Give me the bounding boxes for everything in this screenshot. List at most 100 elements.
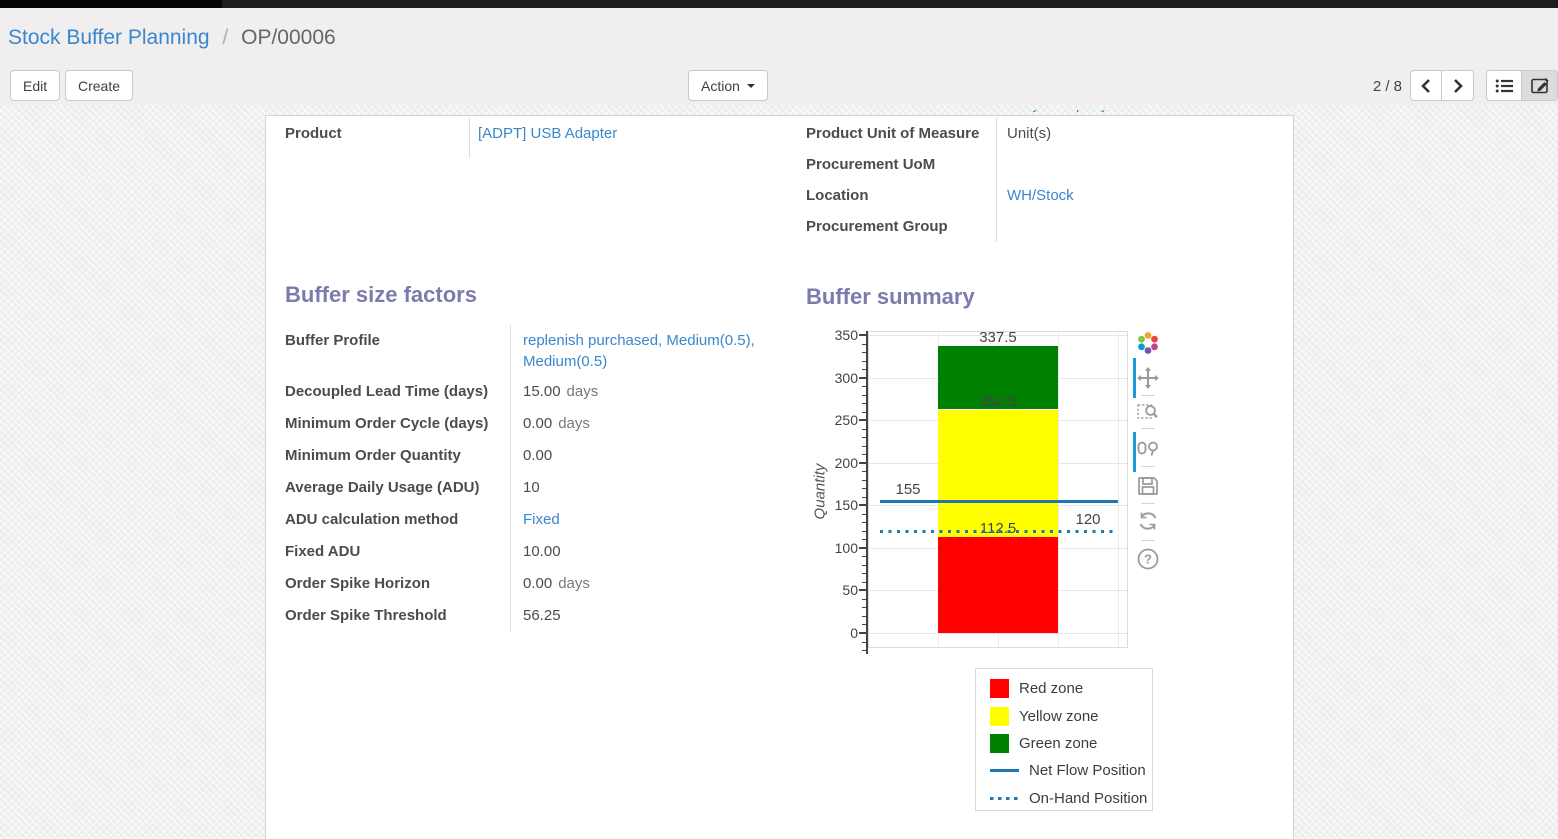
field-value: 0.00 days xyxy=(511,568,779,600)
y-minor-tick xyxy=(862,650,867,652)
field-value-link[interactable]: [ADPT] USB Adapter xyxy=(478,125,618,142)
action-dropdown-button[interactable]: Action xyxy=(688,70,768,101)
field-row: Order Spike Horizon 0.00 days xyxy=(285,568,790,600)
y-minor-tick xyxy=(862,615,867,617)
field-value: [ADPT] USB Adapter xyxy=(470,118,617,158)
legend-item[interactable]: Red zone xyxy=(990,675,1152,702)
y-tick-label: 150 xyxy=(834,497,858,514)
buffer-size-factors-title: Buffer size factors xyxy=(285,282,477,307)
field-value-text: 10 xyxy=(523,479,540,496)
help-icon[interactable]: ? xyxy=(1136,547,1160,571)
field-value-link[interactable]: Fixed xyxy=(523,511,560,528)
field-value: Fixed xyxy=(511,504,779,536)
y-minor-tick xyxy=(862,522,867,524)
y-minor-tick xyxy=(862,428,867,430)
legend-label: On-Hand Position xyxy=(1029,789,1148,807)
y-minor-tick xyxy=(862,513,867,515)
legend-item[interactable]: Net Flow Position xyxy=(990,757,1152,784)
y-minor-tick xyxy=(862,369,867,371)
edit-button[interactable]: Edit xyxy=(10,70,61,101)
on-hand-position-swatch xyxy=(990,796,1019,800)
field-label: Buffer Profile xyxy=(285,325,511,376)
create-button[interactable]: Create xyxy=(65,70,134,101)
y-minor-tick xyxy=(862,581,867,583)
legend-item[interactable]: On-Hand Position xyxy=(990,785,1152,812)
y-minor-tick xyxy=(862,445,867,447)
y-minor-tick xyxy=(862,624,867,626)
chart-legend: Red zone Yellow zone Green zone Net Flow Po… xyxy=(975,668,1153,811)
field-label: Procurement UoM xyxy=(806,149,997,180)
breadcrumb-parent-link[interactable]: Stock Buffer Planning xyxy=(8,26,210,49)
action-label: Action xyxy=(701,77,740,94)
field-value: 0.00 xyxy=(511,440,779,472)
field-row: Average Daily Usage (ADU) 10 xyxy=(285,472,790,504)
y-tick xyxy=(859,419,867,422)
yellow-zone-swatch xyxy=(990,706,1009,726)
legend-item[interactable]: Green zone xyxy=(990,730,1152,757)
field-value-link[interactable]: WH/Stock xyxy=(1007,187,1074,204)
field-value: 15.00 days xyxy=(511,376,779,408)
buffer-chart: ? 112.5 262.5 337.5 155 120 0 50 100 150 200 250 30… xyxy=(812,325,1174,673)
field-label: Location xyxy=(806,180,997,211)
zoom-in-out-icon[interactable] xyxy=(1136,437,1160,461)
field-row: Procurement Group xyxy=(806,211,1286,242)
caret-down-icon xyxy=(746,83,755,88)
y-tick-label: 250 xyxy=(834,412,858,429)
y-tick xyxy=(859,589,867,592)
field-label: Minimum Order Quantity xyxy=(285,440,511,472)
field-label: Product xyxy=(285,118,470,158)
field-value-link[interactable]: replenish purchased, Medium(0.5), Medium… xyxy=(523,332,755,370)
y-minor-tick xyxy=(862,394,867,396)
reset-axes-icon[interactable] xyxy=(1136,509,1160,533)
y-tick xyxy=(859,632,867,634)
net-flow-position-line xyxy=(880,500,1118,504)
y-tick xyxy=(859,546,867,549)
grid-line xyxy=(1058,331,1059,648)
field-label: Average Daily Usage (ADU) xyxy=(285,472,511,504)
y-tick-label: 300 xyxy=(834,369,858,386)
chevron-right-icon xyxy=(1453,78,1463,93)
field-suffix: days xyxy=(558,415,590,432)
y-minor-tick xyxy=(862,641,867,643)
y-tick-label: 350 xyxy=(834,327,858,343)
legend-label: Net Flow Position xyxy=(1029,762,1146,780)
save-icon[interactable] xyxy=(1136,474,1160,498)
pan-icon[interactable] xyxy=(1136,366,1160,390)
pager-buttons xyxy=(1410,70,1474,101)
modebar-indicator-bar xyxy=(1133,432,1136,472)
next-page-button[interactable] xyxy=(1442,70,1474,101)
field-row: ADU calculation method Fixed xyxy=(285,504,790,536)
field-row: Minimum Order Quantity 0.00 xyxy=(285,440,790,472)
buffer-factors-group: Buffer Profile replenish purchased, Mediu… xyxy=(285,325,790,632)
pager-counter: 2 / 8 xyxy=(1372,78,1402,95)
field-row: Fixed ADU 10.00 xyxy=(285,536,790,568)
form-view-button[interactable] xyxy=(1522,70,1558,101)
plotly-logo-icon[interactable] xyxy=(1136,331,1160,355)
y-tick-label: 50 xyxy=(842,582,858,599)
zone-value-label: 262.5 xyxy=(979,392,1017,410)
form-sheet: Product [ADPT] USB Adapter Product Unit o… xyxy=(265,115,1294,839)
plot-area-border xyxy=(868,331,1128,648)
field-label: Order Spike Horizon xyxy=(285,568,511,600)
y-minor-tick xyxy=(862,607,867,609)
breadcrumb: Stock Buffer Planning / OP/00006 xyxy=(8,26,336,50)
legend-label: Yellow zone xyxy=(1019,707,1099,725)
yellow-zone xyxy=(938,409,1058,538)
previous-page-button[interactable] xyxy=(1410,70,1442,101)
legend-item[interactable]: Yellow zone xyxy=(990,702,1152,729)
field-value-text: Unit(s) xyxy=(1007,125,1052,142)
field-row: Minimum Order Cycle (days) 0.00 days xyxy=(285,408,790,440)
breadcrumb-separator: / xyxy=(222,26,229,49)
field-row: Decoupled Lead Time (days) 15.00 days xyxy=(285,376,790,408)
y-tick xyxy=(859,376,867,379)
list-view-button[interactable] xyxy=(1486,70,1522,101)
box-zoom-icon[interactable] xyxy=(1136,399,1160,423)
field-value-text: 0.00 xyxy=(523,575,553,592)
y-minor-tick xyxy=(862,530,867,532)
y-minor-tick xyxy=(862,411,867,413)
y-axis-line xyxy=(866,331,868,654)
y-minor-tick xyxy=(862,454,867,456)
ref-line-label: 155 xyxy=(895,481,921,499)
field-label: Fixed ADU xyxy=(285,536,511,568)
y-minor-tick xyxy=(862,352,867,354)
